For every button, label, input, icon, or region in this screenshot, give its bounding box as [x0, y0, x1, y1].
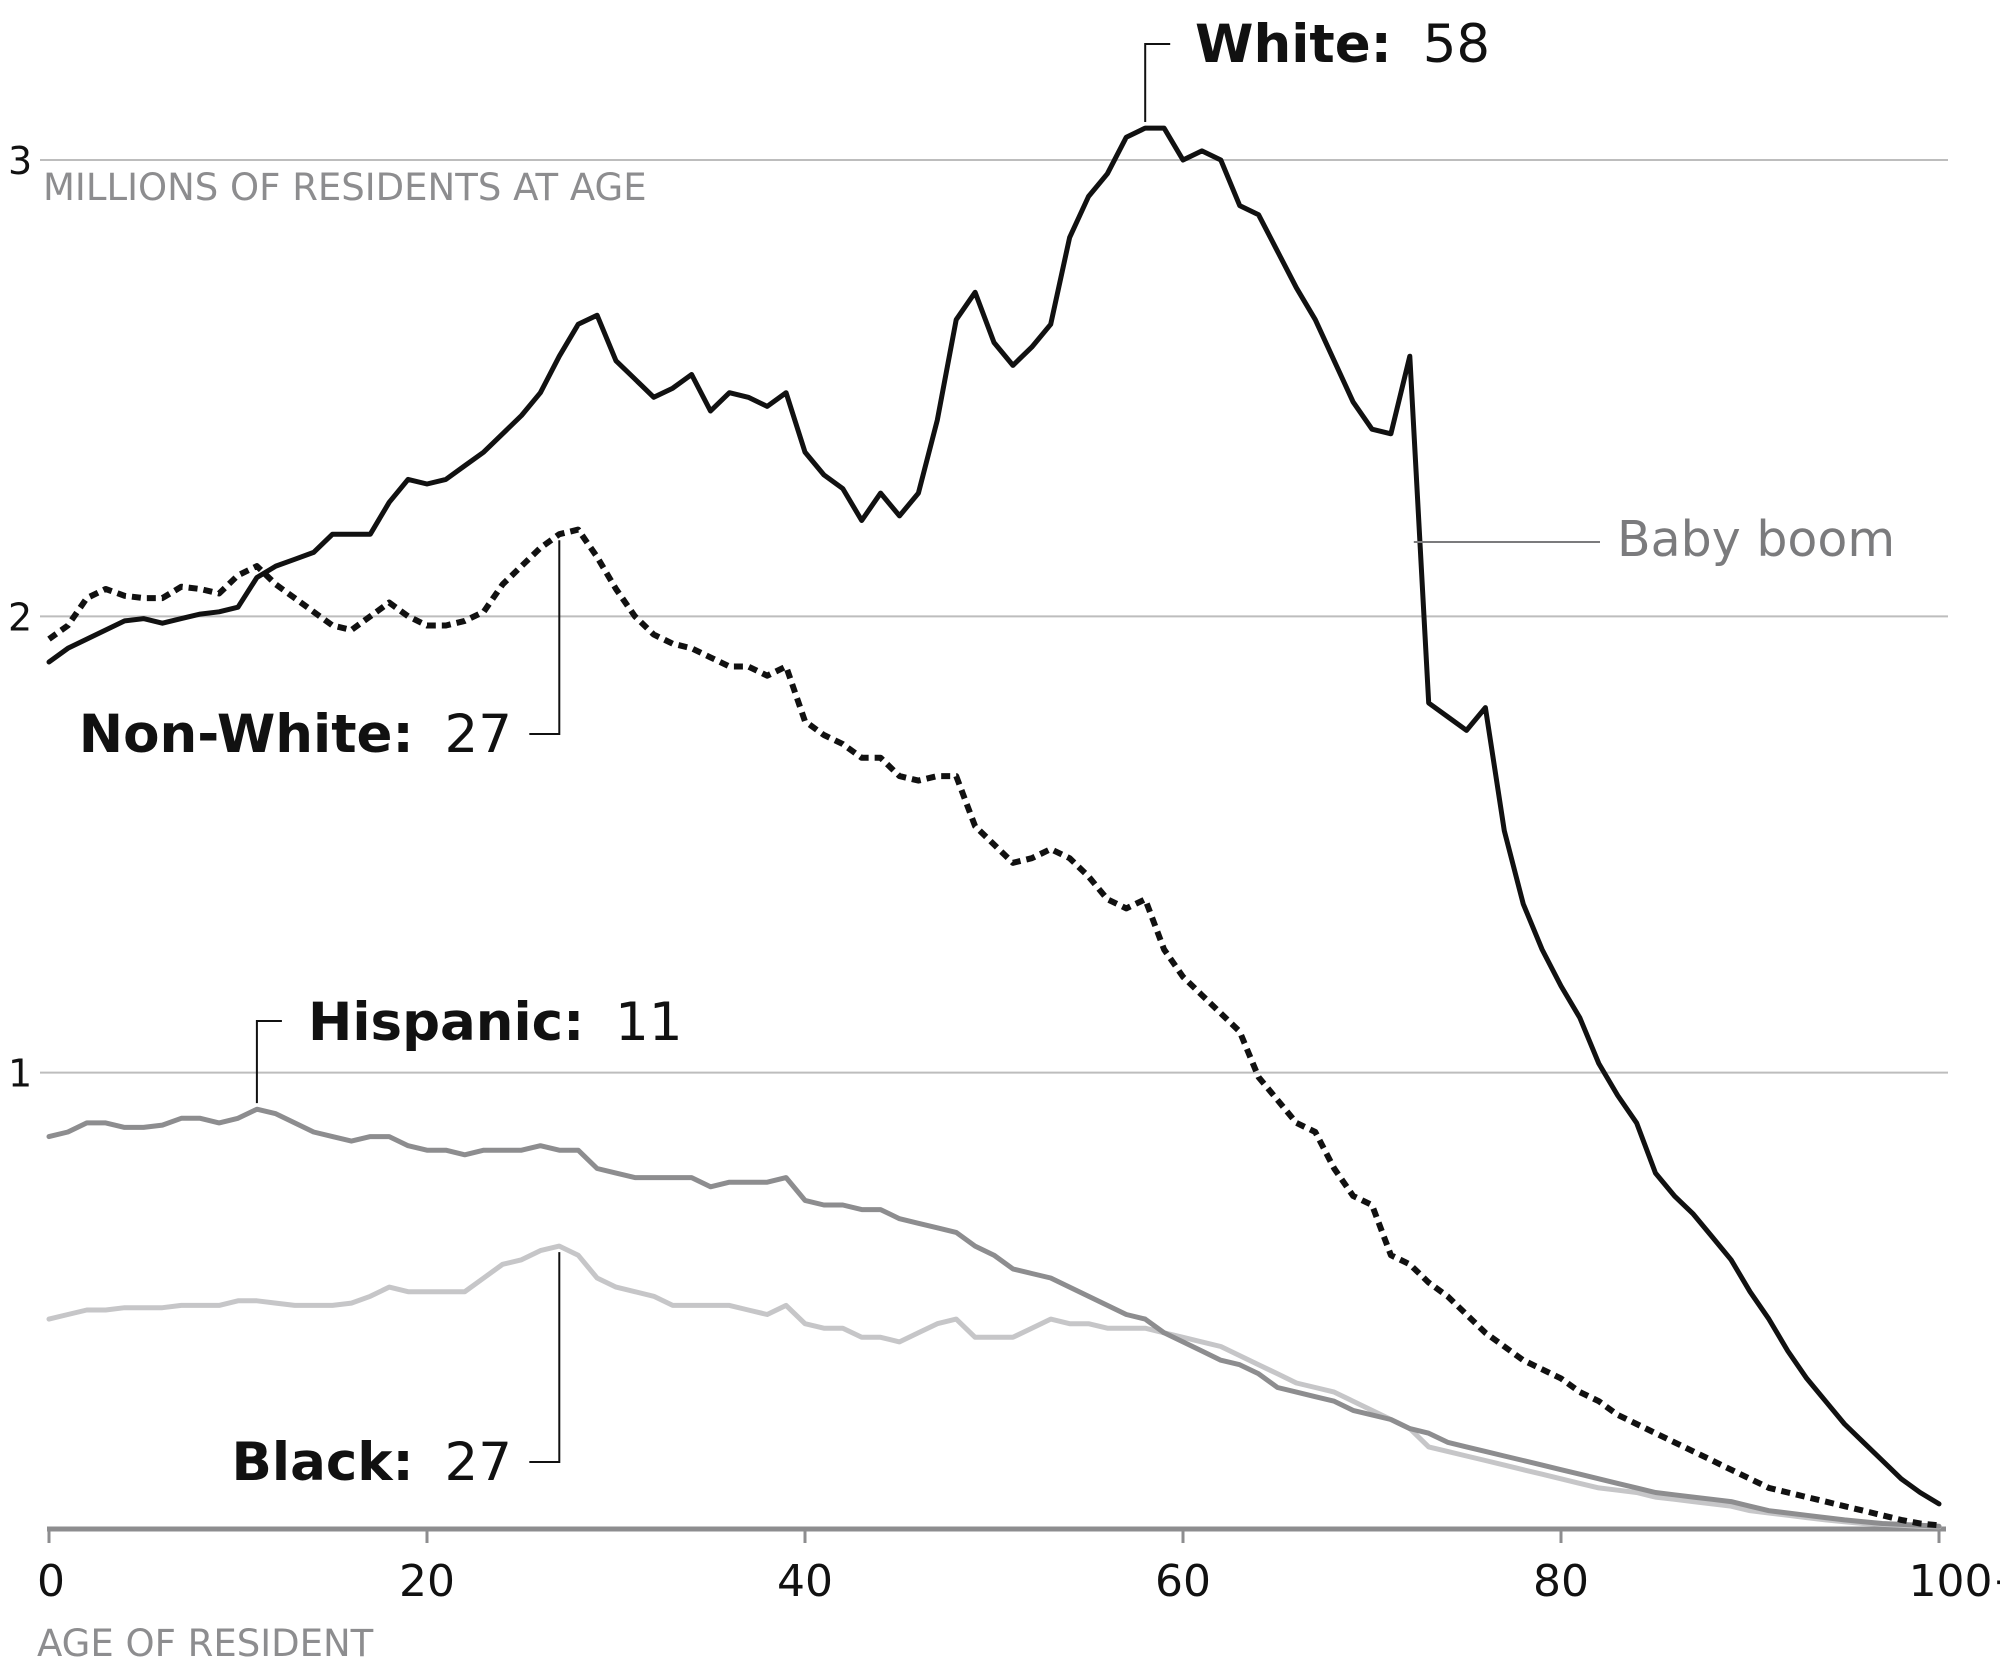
- x-axis-label: AGE OF RESIDENT: [37, 1622, 374, 1663]
- series-line-black: [46, 1243, 1942, 1530]
- annotation-leaders: [255, 43, 1600, 1463]
- x-tick-label-80: 80: [1533, 1556, 1589, 1607]
- white-annotation-value: 58: [1423, 14, 1490, 75]
- y-tick-label-2: 2: [8, 595, 32, 639]
- nonwhite-annotation: Non-White: 27: [79, 704, 512, 765]
- baby-boom-annotation: Baby boom: [1617, 511, 1895, 568]
- x-tick-label-0: 0: [37, 1556, 65, 1607]
- series-line-non-white: [47, 526, 1940, 1529]
- y-tick-label-3: 3: [8, 139, 32, 183]
- white-leader-line: [1144, 43, 1171, 123]
- hispanic-annotation-value: 11: [615, 992, 682, 1053]
- nonwhite-annotation-label: Non-White:: [79, 704, 414, 765]
- x-tick-label-40: 40: [777, 1556, 833, 1607]
- x-tick-label-60: 60: [1155, 1556, 1211, 1607]
- hispanic-annotation-label: Hispanic:: [308, 992, 584, 1053]
- black-leader-line: [529, 1252, 561, 1463]
- white-annotation-label: White:: [1195, 14, 1392, 75]
- series-line-hispanic: [46, 1106, 1942, 1529]
- gridlines: [40, 159, 1948, 1074]
- white-annotation: White: 58: [1195, 14, 1490, 75]
- nonwhite-leader-line: [529, 540, 561, 735]
- black-annotation-label: Black:: [232, 1432, 414, 1493]
- series-lines: [46, 125, 1942, 1530]
- x-axis: 0 20 40 60 80 100+: [37, 1526, 2000, 1607]
- y-axis-label: MILLIONS OF RESIDENTS AT AGE: [43, 166, 647, 209]
- black-annotation: Black: 27: [232, 1432, 513, 1493]
- y-tick-label-1: 1: [8, 1052, 32, 1096]
- series-line-white: [46, 125, 1942, 1507]
- x-tick-label-20: 20: [399, 1556, 455, 1607]
- hispanic-leader-line: [255, 1020, 282, 1104]
- black-annotation-value: 27: [445, 1432, 512, 1493]
- hispanic-annotation: Hispanic: 11: [308, 992, 683, 1053]
- y-axis-ticks: 1 2 3: [8, 139, 32, 1096]
- x-tick-label-100: 100+: [1909, 1556, 2000, 1607]
- nonwhite-annotation-value: 27: [445, 704, 512, 765]
